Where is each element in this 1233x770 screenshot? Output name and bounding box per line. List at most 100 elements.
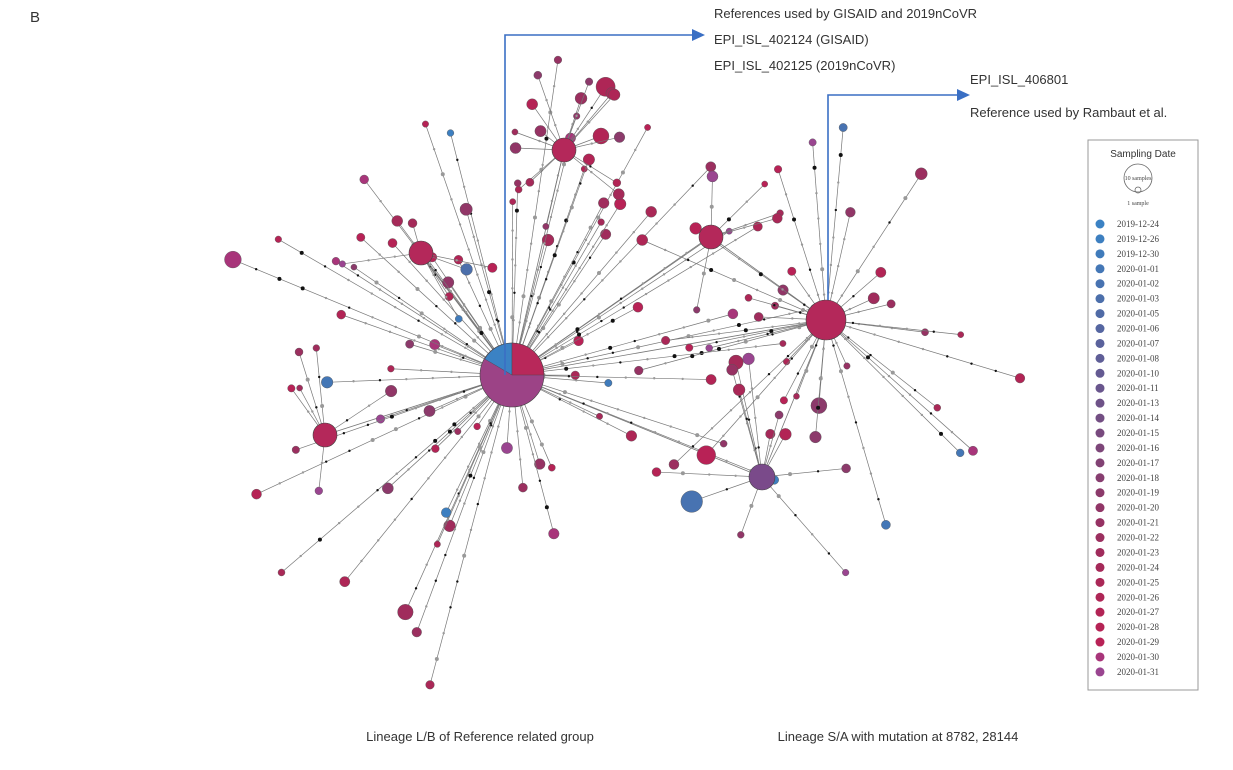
mutation-tick: [432, 147, 436, 151]
haplotype-node: [454, 428, 462, 435]
edge: [761, 476, 846, 573]
haplotype-node: [779, 340, 787, 347]
haplotype-node: [779, 428, 792, 441]
mutation-tick: [556, 302, 561, 307]
panel-label: B: [30, 9, 40, 26]
haplotype-node: [534, 458, 546, 470]
legend: Sampling Date 10 samples 1 sample 2019-1…: [1087, 139, 1199, 691]
mutation-tick: [882, 375, 885, 379]
haplotype-node: [336, 309, 346, 320]
mutation-tick: [575, 114, 578, 118]
median-vector: [773, 376, 776, 380]
mutation-tick: [878, 324, 882, 328]
mutation-tick: [563, 275, 566, 278]
mutation-tick: [709, 268, 714, 273]
mutation-tick: [619, 297, 623, 300]
mutation-tick: [606, 422, 609, 425]
edge: [563, 86, 606, 151]
mutation-tick: [299, 250, 304, 255]
mutation-tick: [315, 406, 318, 409]
mutation-tick: [827, 552, 831, 555]
mutation-tick: [443, 456, 447, 459]
reference-arrow: [827, 94, 957, 300]
haplotype-node: [845, 207, 856, 218]
median-vector: [417, 417, 421, 420]
median-vector: [564, 288, 568, 291]
mutation-tick: [374, 280, 379, 285]
haplotype-node: [933, 404, 941, 412]
mutation-tick: [754, 416, 757, 420]
haplotype-node: [705, 344, 713, 352]
mutation-tick: [476, 336, 480, 339]
legend-swatch: [1095, 234, 1105, 244]
mutation-tick: [653, 431, 657, 434]
haplotype-node: [548, 463, 556, 472]
mutation-tick: [706, 318, 711, 323]
mutation-tick: [616, 408, 620, 411]
legend-label: 2020-01-06: [1117, 324, 1159, 334]
haplotype-node: [706, 170, 719, 183]
mutation-tick: [672, 354, 677, 359]
mutation-tick: [762, 318, 766, 321]
mutation-tick: [587, 242, 590, 246]
mutation-tick: [771, 333, 774, 336]
mutation-tick: [580, 292, 583, 295]
median-vector: [450, 370, 453, 374]
mutation-tick: [801, 308, 806, 313]
mutation-tick: [388, 330, 392, 334]
legend-swatch: [1095, 398, 1105, 408]
haplotype-node: [841, 463, 851, 474]
mutation-tick: [600, 319, 603, 323]
mutation-tick: [442, 298, 445, 301]
legend-label: 2020-01-05: [1117, 309, 1159, 319]
median-vector: [873, 333, 876, 336]
median-vector: [725, 488, 729, 491]
legend-label: 2020-01-26: [1117, 592, 1159, 602]
mutation-tick: [435, 304, 438, 308]
mutation-tick: [476, 502, 480, 506]
median-vector: [681, 377, 684, 381]
haplotype-node: [842, 569, 850, 577]
median-vector: [920, 413, 924, 417]
mutation-tick: [468, 470, 471, 473]
haplotype-node: [875, 267, 887, 278]
mutation-tick: [743, 328, 748, 333]
median-vector: [689, 265, 692, 269]
mutation-tick: [939, 431, 944, 436]
legend-swatch: [1095, 368, 1105, 378]
mutation-tick: [521, 294, 526, 299]
legend-label: 2020-01-23: [1117, 547, 1159, 557]
haplotype-node: [600, 228, 612, 240]
median-vector: [994, 369, 997, 373]
mutation-tick: [715, 340, 718, 344]
mutation-tick: [458, 223, 462, 226]
mutation-tick: [609, 193, 612, 197]
mutation-tick: [393, 518, 397, 521]
legend-swatch: [1095, 428, 1105, 438]
median-vector: [452, 422, 457, 427]
median-vector: [843, 237, 846, 241]
mutation-tick: [464, 310, 468, 314]
edge: [511, 319, 827, 376]
mutation-tick: [462, 390, 466, 393]
mutation-tick: [690, 354, 695, 359]
edge: [638, 319, 827, 371]
mutation-tick: [865, 355, 870, 360]
mutation-tick: [548, 308, 552, 311]
mutation-tick: [695, 433, 700, 438]
mutation-tick: [456, 158, 459, 162]
haplotype-node: [387, 238, 398, 248]
mutation-tick: [556, 189, 559, 192]
mutation-tick: [745, 417, 748, 421]
haplotype-node: [251, 488, 262, 500]
legend-swatch: [1095, 518, 1105, 528]
mutation-tick: [416, 334, 421, 339]
median-vector: [489, 424, 493, 427]
haplotype-node: [514, 179, 522, 187]
edge: [511, 226, 758, 376]
mutation-tick: [575, 327, 580, 332]
mutation-tick: [545, 98, 548, 102]
mutation-tick: [742, 226, 746, 229]
mutation-tick: [460, 435, 464, 439]
median-vector: [468, 473, 473, 478]
